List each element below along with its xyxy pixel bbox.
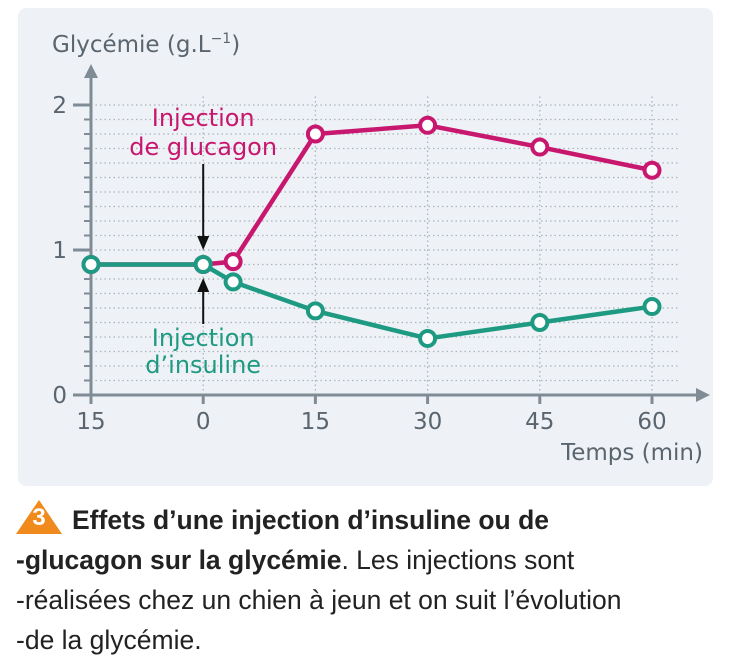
data-point-insuline <box>642 297 662 317</box>
caption-text-2: . Les injections sont <box>341 545 575 575</box>
x-tick-label: 30 <box>413 409 442 435</box>
data-point-insuline <box>223 272 243 292</box>
caption-line-1: 3 Effets d’une injection d’insuline ou d… <box>16 500 716 540</box>
annotation-insuline: Injection d’insuline <box>145 324 261 379</box>
y-tick-label: 1 <box>52 238 67 264</box>
chart-series <box>81 115 662 348</box>
x-tick-label: 15 <box>76 409 105 435</box>
data-point-insuline <box>418 328 438 348</box>
axis-ticks: 0 1 2 15 0 15 30 45 60 <box>52 93 666 435</box>
y-axis-label: Glycémie (g.L−1) <box>52 31 240 58</box>
x-tick-label: 0 <box>196 409 211 435</box>
caption-title-2: -glucagon sur la glycémie <box>16 545 342 575</box>
chart-annotations: Injection de glucagon Injection d’insuline <box>129 104 277 379</box>
caption-title-1: Effets d’une injection d’insuline ou de <box>72 505 550 535</box>
arrow-up-icon <box>197 278 210 292</box>
data-point-glucagon <box>223 252 243 272</box>
data-point-insuline <box>530 313 550 332</box>
x-tick-label: 45 <box>525 409 554 435</box>
caption-line-4: -de la glycémie. <box>16 625 202 655</box>
arrow-down-icon <box>197 236 210 250</box>
caption-line-3: -réalisées chez un chien à jeun et on su… <box>16 585 622 615</box>
caption-line-2: -glucagon sur la glycémie. Les injection… <box>16 540 716 580</box>
y-tick-label: 0 <box>52 383 67 409</box>
x-axis-label: Temps (min) <box>560 440 703 466</box>
data-point-insuline <box>81 255 101 274</box>
figure-number-badge: 3 <box>16 500 62 534</box>
figure-number: 3 <box>32 504 46 531</box>
y-tick-label: 2 <box>52 93 67 119</box>
x-tick-label: 15 <box>301 409 330 435</box>
triangle-badge-icon <box>16 500 62 534</box>
x-axis-arrow <box>696 388 710 402</box>
annotation-glucagon: Injection de glucagon <box>129 104 277 161</box>
data-point-glucagon <box>418 115 438 135</box>
y-axis-arrow <box>84 64 98 78</box>
chart-panel <box>18 8 713 486</box>
data-point-glucagon <box>530 137 550 157</box>
data-point-insuline <box>305 301 325 321</box>
glycemia-chart: 0 1 2 15 0 15 30 45 60 Glycémie (g.L−1) Temps (m… <box>52 31 710 466</box>
data-point-glucagon <box>642 160 662 180</box>
data-point-glucagon <box>305 124 325 144</box>
figure-caption: 3 Effets d’une injection d’insuline ou d… <box>16 500 716 660</box>
x-tick-label: 60 <box>637 409 666 435</box>
data-point-insuline <box>193 255 213 274</box>
